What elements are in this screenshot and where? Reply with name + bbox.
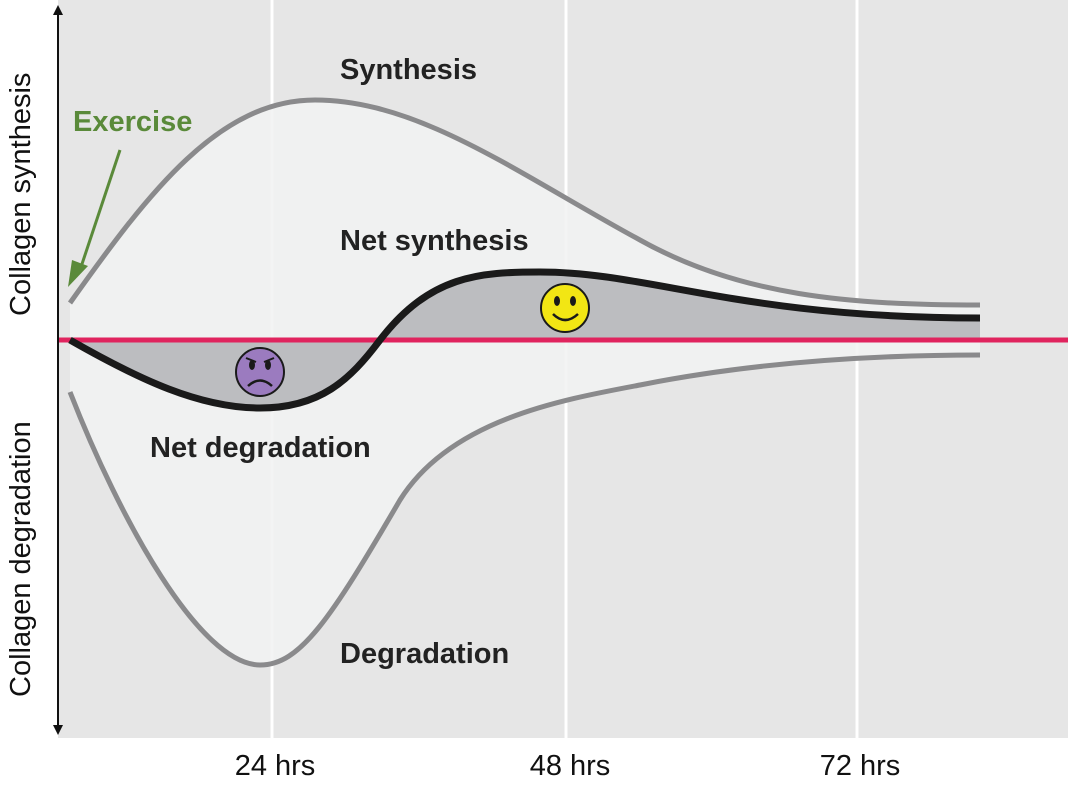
sad-face-icon xyxy=(235,347,285,397)
x-tick-72h: 72 hrs xyxy=(820,750,901,782)
label-synthesis: Synthesis xyxy=(340,54,477,86)
label-exercise: Exercise xyxy=(73,106,192,138)
net-synthesis-area xyxy=(380,272,980,340)
degradation-curve xyxy=(67,352,981,668)
x-tick-48h: 48 hrs xyxy=(530,750,611,782)
synthesis-curve xyxy=(67,97,981,308)
net-balance-curve xyxy=(68,268,981,412)
happy-face-icon xyxy=(540,283,590,333)
exercise-arrowhead-icon xyxy=(68,260,88,287)
label-net-synthesis: Net synthesis xyxy=(340,225,529,257)
exercise-arrow-shaft xyxy=(78,149,122,271)
y-label-synthesis: Collagen synthesis xyxy=(5,73,37,316)
label-net-degradation: Net degradation xyxy=(150,432,371,464)
net-degradation-area xyxy=(70,340,380,408)
x-tick-24h: 24 hrs xyxy=(235,750,316,782)
y-label-degradation: Collagen degradation xyxy=(5,421,37,697)
label-degradation: Degradation xyxy=(340,638,509,670)
envelope-area xyxy=(70,100,980,665)
